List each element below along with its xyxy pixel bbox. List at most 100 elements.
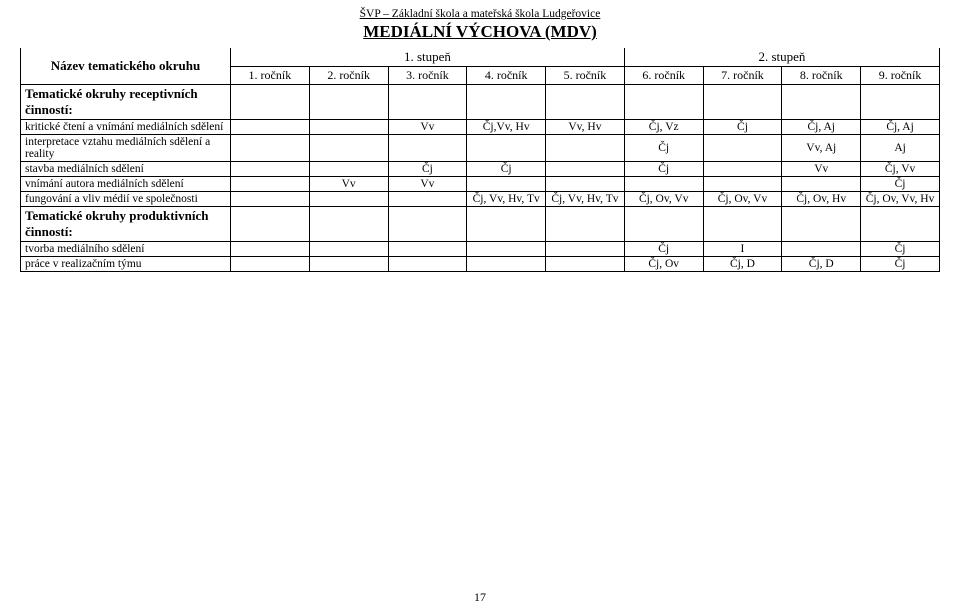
empty-cell xyxy=(546,85,625,120)
grade-1: 1. ročník xyxy=(231,67,310,85)
grade-5: 5. ročník xyxy=(546,67,625,85)
empty-cell xyxy=(624,85,703,120)
section-receptive-label: Tematické okruhy receptivních činností: xyxy=(21,85,231,120)
doc-title: MEDIÁLNÍ VÝCHOVA (MDV) xyxy=(20,22,940,42)
cell: Čj, Ov, Vv xyxy=(703,192,782,207)
curriculum-table: Název tematického okruhu 1. stupeň 2. st… xyxy=(20,48,940,272)
cell xyxy=(546,177,625,192)
cell: Čj xyxy=(388,162,467,177)
cell: Vv xyxy=(388,177,467,192)
section-receptive-row: Tematické okruhy receptivních činností: xyxy=(21,85,940,120)
grade-4: 4. ročník xyxy=(467,67,546,85)
grade-8: 8. ročník xyxy=(782,67,861,85)
cell xyxy=(703,162,782,177)
stage-1-label: 1. stupeň xyxy=(231,48,625,67)
cell: Čj xyxy=(861,242,940,257)
cell: Aj xyxy=(861,135,940,162)
cell xyxy=(388,192,467,207)
page: ŠVP – Základní škola a mateřská škola Lu… xyxy=(0,0,960,615)
empty-cell xyxy=(388,85,467,120)
cell xyxy=(467,257,546,272)
cell: Vv xyxy=(388,120,467,135)
section-productive-label: Tematické okruhy produktivních činností: xyxy=(21,207,231,242)
empty-cell xyxy=(309,207,388,242)
cell xyxy=(231,242,310,257)
cell xyxy=(309,120,388,135)
table-row: vnímání autora mediálních sdělení Vv Vv … xyxy=(21,177,940,192)
cell xyxy=(309,242,388,257)
grade-3: 3. ročník xyxy=(388,67,467,85)
cell: Čj, Aj xyxy=(782,120,861,135)
grade-6: 6. ročník xyxy=(624,67,703,85)
cell: Čj xyxy=(861,177,940,192)
table-row: kritické čtení a vnímání mediálních sděl… xyxy=(21,120,940,135)
cell: Čj, Ov xyxy=(624,257,703,272)
cell xyxy=(231,135,310,162)
cell: Vv, Hv xyxy=(546,120,625,135)
cell: Čj, Vv xyxy=(861,162,940,177)
stage-header-row: Název tematického okruhu 1. stupeň 2. st… xyxy=(21,48,940,67)
empty-cell xyxy=(467,85,546,120)
cell xyxy=(309,257,388,272)
cell xyxy=(782,242,861,257)
grade-7: 7. ročník xyxy=(703,67,782,85)
row-label: práce v realizačním týmu xyxy=(21,257,231,272)
empty-cell xyxy=(546,207,625,242)
cell: Čj xyxy=(467,162,546,177)
row-header-label: Název tematického okruhu xyxy=(21,48,231,85)
row-label: kritické čtení a vnímání mediálních sděl… xyxy=(21,120,231,135)
cell xyxy=(231,192,310,207)
cell xyxy=(624,177,703,192)
cell xyxy=(231,177,310,192)
table-row: interpretace vztahu mediálních sdělení a… xyxy=(21,135,940,162)
cell xyxy=(546,162,625,177)
doc-header: ŠVP – Základní škola a mateřská škola Lu… xyxy=(20,8,940,20)
cell: Čj, Ov, Vv xyxy=(624,192,703,207)
table-row: fungování a vliv médií ve společnosti Čj… xyxy=(21,192,940,207)
empty-cell xyxy=(231,85,310,120)
cell xyxy=(546,257,625,272)
cell: Čj, Ov, Hv xyxy=(782,192,861,207)
cell xyxy=(309,192,388,207)
cell xyxy=(703,177,782,192)
cell: Čj, Ov, Vv, Hv xyxy=(861,192,940,207)
cell: Čj xyxy=(703,120,782,135)
cell xyxy=(231,162,310,177)
cell xyxy=(231,257,310,272)
row-label: stavba mediálních sdělení xyxy=(21,162,231,177)
cell xyxy=(388,257,467,272)
cell xyxy=(467,135,546,162)
empty-cell xyxy=(703,207,782,242)
empty-cell xyxy=(467,207,546,242)
cell: Čj, Vv, Hv, Tv xyxy=(467,192,546,207)
empty-cell xyxy=(782,85,861,120)
cell: Čj xyxy=(624,242,703,257)
table-row: tvorba mediálního sdělení Čj I Čj xyxy=(21,242,940,257)
empty-cell xyxy=(703,85,782,120)
cell: Čj xyxy=(624,162,703,177)
cell: Čj, D xyxy=(782,257,861,272)
cell xyxy=(467,242,546,257)
cell xyxy=(388,135,467,162)
cell: Čj, D xyxy=(703,257,782,272)
row-label: interpretace vztahu mediálních sdělení a… xyxy=(21,135,231,162)
cell xyxy=(782,177,861,192)
empty-cell xyxy=(388,207,467,242)
cell xyxy=(703,135,782,162)
cell: Vv, Aj xyxy=(782,135,861,162)
empty-cell xyxy=(861,85,940,120)
cell: Čj, Vz xyxy=(624,120,703,135)
cell: Čj xyxy=(861,257,940,272)
cell: Čj,Vv, Hv xyxy=(467,120,546,135)
empty-cell xyxy=(231,207,310,242)
cell xyxy=(309,135,388,162)
cell: I xyxy=(703,242,782,257)
empty-cell xyxy=(309,85,388,120)
section-productive-row: Tematické okruhy produktivních činností: xyxy=(21,207,940,242)
cell xyxy=(467,177,546,192)
cell xyxy=(309,162,388,177)
table-row: stavba mediálních sdělení Čj Čj Čj Vv Čj… xyxy=(21,162,940,177)
empty-cell xyxy=(861,207,940,242)
empty-cell xyxy=(624,207,703,242)
row-label: vnímání autora mediálních sdělení xyxy=(21,177,231,192)
